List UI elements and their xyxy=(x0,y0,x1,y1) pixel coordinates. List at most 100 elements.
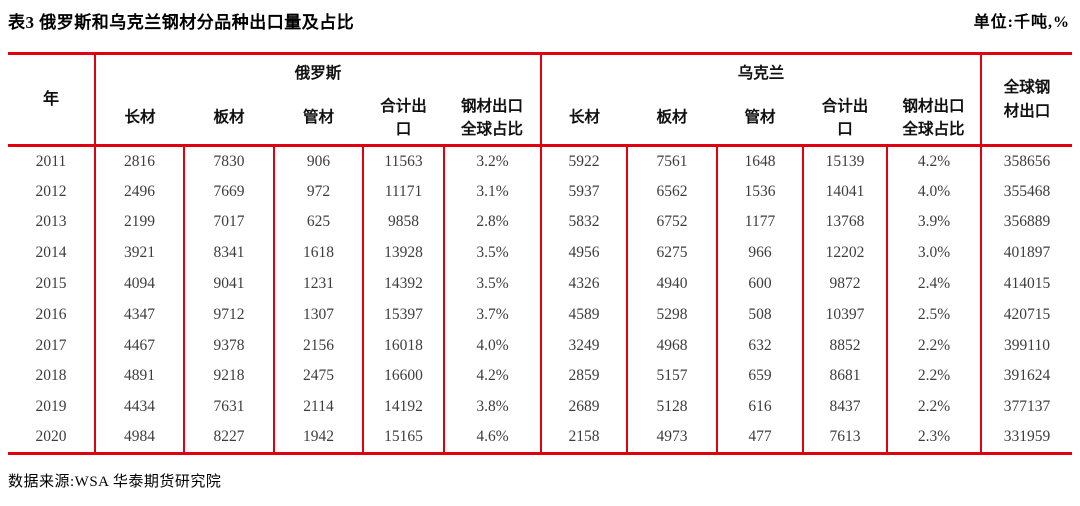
ua-pipe-header: 管材 xyxy=(717,91,803,147)
ru-total-cell: 14392 xyxy=(362,268,444,300)
ua-total-cell: 13768 xyxy=(802,207,887,238)
ru-total-cell: 11563 xyxy=(362,145,444,177)
ua-plate-cell: 5298 xyxy=(626,299,717,331)
ru-pipe-cell: 972 xyxy=(273,176,363,208)
unit-label: 单位:千吨,% xyxy=(973,14,1070,31)
year-cell: 2019 xyxy=(35,398,67,416)
table-row: 2012 2496 7669 972 11171 3.1% 5937 6562 1536 1404… xyxy=(8,176,1072,208)
ua-long-header: 长材 xyxy=(540,91,627,147)
ua-pipe-cell: 508 xyxy=(716,299,803,331)
ua-share-cell: 2.2% xyxy=(886,361,981,392)
ua-long-cell: 4326 xyxy=(540,268,627,300)
ru-share-cell: 2.8% xyxy=(443,207,541,238)
ua-pipe-cell: 966 xyxy=(716,237,803,269)
ru-plate-cell: 9378 xyxy=(183,330,274,362)
ua-plate-cell: 5157 xyxy=(626,361,717,392)
table-row: 2013 2199 7017 625 9858 2.8% 5832 6752 1177 13768… xyxy=(8,207,1072,238)
sub-header-row: 长材 板材 管材 合计出 口 钢材出口 全球占比 长材 板材 管材 合计出 口 … xyxy=(8,91,1072,147)
global-cell: 391624 xyxy=(980,361,1072,392)
global-cell: 356889 xyxy=(980,207,1072,238)
ua-share-cell: 4.2% xyxy=(886,145,981,177)
ru-long-cell: 4467 xyxy=(94,330,184,362)
ru-share-header: 钢材出口 全球占比 xyxy=(444,91,541,147)
ua-pipe-cell: 632 xyxy=(716,330,803,362)
year-cell: 2016 xyxy=(35,305,67,323)
ru-long-cell: 3921 xyxy=(94,237,184,269)
ru-share-cell: 3.7% xyxy=(443,299,541,331)
year-cell: 2015 xyxy=(35,275,67,293)
year-cell: 2012 xyxy=(35,182,67,200)
ua-plate-cell: 7561 xyxy=(626,145,717,177)
table-row: 2019 4434 7631 2114 14192 3.8% 2689 5128 616 8437… xyxy=(8,391,1072,423)
ua-plate-cell: 4968 xyxy=(626,330,717,362)
ua-plate-header: 板材 xyxy=(627,91,717,147)
ua-long-cell: 4956 xyxy=(540,237,627,269)
steel-export-table: 年 俄罗斯 乌克兰 全球钢 材出口 长材 板材 管材 合计出 口 钢材出口 全球… xyxy=(8,52,1072,455)
global-exports-header: 全球钢 材出口 xyxy=(980,52,1072,147)
ru-plate-cell: 9218 xyxy=(183,361,274,392)
ua-pipe-cell: 1648 xyxy=(716,145,803,177)
ua-plate-cell: 5128 xyxy=(626,391,717,423)
ru-share-cell: 3.5% xyxy=(443,268,541,300)
ru-long-cell: 4094 xyxy=(94,268,184,300)
ru-plate-cell: 9712 xyxy=(183,299,274,331)
ru-total-cell: 16018 xyxy=(362,330,444,362)
global-cell: 399110 xyxy=(980,330,1072,362)
ua-pipe-cell: 600 xyxy=(716,268,803,300)
ru-plate-cell: 7669 xyxy=(183,176,274,208)
ua-total-cell: 15139 xyxy=(802,145,887,177)
year-cell: 2018 xyxy=(35,367,67,385)
ru-long-cell: 2199 xyxy=(94,207,184,238)
ru-pipe-cell: 625 xyxy=(273,207,363,238)
ua-total-cell: 7613 xyxy=(802,422,887,455)
ua-long-cell: 2859 xyxy=(540,361,627,392)
ua-share-cell: 3.9% xyxy=(886,207,981,238)
ru-total-cell: 9858 xyxy=(362,207,444,238)
table-title: 表3 俄罗斯和乌克兰钢材分品种出口量及占比 xyxy=(8,13,355,32)
ua-plate-cell: 6752 xyxy=(626,207,717,238)
ru-share-cell: 4.6% xyxy=(443,422,541,455)
ua-total-cell: 12202 xyxy=(802,237,887,269)
table-row: 2018 4891 9218 2475 16600 4.2% 2859 5157 659 8681… xyxy=(8,361,1072,392)
ua-total-header: 合计出 口 xyxy=(803,91,887,147)
ru-pipe-cell: 1231 xyxy=(273,268,363,300)
ua-long-cell: 2158 xyxy=(540,422,627,455)
ru-share-cell: 4.2% xyxy=(443,361,541,392)
ua-long-cell: 3249 xyxy=(540,330,627,362)
ru-total-cell: 15165 xyxy=(362,422,444,455)
ru-plate-cell: 8227 xyxy=(183,422,274,455)
year-cell: 2017 xyxy=(35,336,67,354)
ua-long-cell: 5832 xyxy=(540,207,627,238)
ru-total-cell: 16600 xyxy=(362,361,444,392)
ua-share-cell: 3.0% xyxy=(886,237,981,269)
ua-share-cell: 2.4% xyxy=(886,268,981,300)
global-cell: 331959 xyxy=(980,422,1072,455)
table-row: 2020 4984 8227 1942 15165 4.6% 2158 4973 477 7613… xyxy=(8,422,1072,455)
ua-total-cell: 8852 xyxy=(802,330,887,362)
ru-share-cell: 3.8% xyxy=(443,391,541,423)
group-header-row: 年 俄罗斯 乌克兰 全球钢 材出口 xyxy=(8,52,1072,147)
year-cell: 2013 xyxy=(35,213,67,231)
ua-long-cell: 5922 xyxy=(540,145,627,177)
ru-long-cell: 4891 xyxy=(94,361,184,392)
ru-long-header: 长材 xyxy=(95,91,184,147)
year-cell: 2011 xyxy=(35,152,67,170)
ua-pipe-cell: 1536 xyxy=(716,176,803,208)
ua-plate-cell: 4973 xyxy=(626,422,717,455)
ua-share-cell: 2.2% xyxy=(886,330,981,362)
ru-total-cell: 15397 xyxy=(362,299,444,331)
ru-pipe-header: 管材 xyxy=(274,91,363,147)
ru-pipe-cell: 2156 xyxy=(273,330,363,362)
ua-plate-cell: 4940 xyxy=(626,268,717,300)
ru-plate-cell: 9041 xyxy=(183,268,274,300)
ru-total-cell: 11171 xyxy=(362,176,444,208)
ru-long-cell: 4434 xyxy=(94,391,184,423)
ru-plate-cell: 8341 xyxy=(183,237,274,269)
ru-share-cell: 4.0% xyxy=(443,330,541,362)
ua-share-cell: 2.3% xyxy=(886,422,981,455)
ru-plate-header: 板材 xyxy=(184,91,274,147)
ru-pipe-cell: 1618 xyxy=(273,237,363,269)
ua-pipe-cell: 477 xyxy=(716,422,803,455)
ua-total-cell: 10397 xyxy=(802,299,887,331)
